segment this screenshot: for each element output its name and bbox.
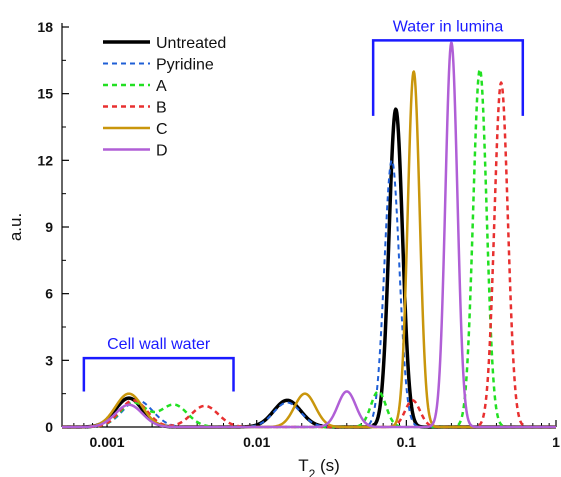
series-line-d [61,41,557,429]
series-line-untreated [60,107,558,429]
x-tick-label: 0.1 [397,434,417,450]
legend-label: C [156,121,168,138]
x-axis-label-subscript: 2 [309,467,316,477]
annotations: Cell wall water Water in lumina [82,18,525,392]
y-tick-label: 6 [45,286,53,302]
x-tick-label: 0.01 [243,434,270,450]
x-axis-label-unit: (s) [315,456,340,475]
annotation-bracket [371,39,525,116]
y-tick-label: 12 [37,152,53,168]
y-tick-label: 15 [37,86,53,102]
x-tick-label: 0.001 [90,434,125,450]
x-tick-label: 1 [552,434,560,450]
series-line-b [61,81,557,429]
y-tick-label: 3 [45,352,53,368]
y-tick-label: 9 [45,219,53,235]
series-line-a [61,68,557,429]
x-axis-label: T2 (s) [298,456,340,477]
y-tick-label: 18 [37,19,53,35]
plot-area [60,41,558,429]
legend-label: A [156,78,167,95]
x-axis-label-main: T [298,456,308,475]
y-axis-label: a.u. [6,213,25,241]
series-line-c [61,70,557,429]
legend-label: B [156,100,167,117]
y-tick-label: 0 [45,419,53,435]
legend-label: Untreated [156,35,226,52]
legend-label: Pyridine [156,57,214,74]
annotation-label: Water in lumina [393,18,504,35]
legend-label: D [156,143,168,160]
series-line-pyridine [61,159,557,428]
annotation-bracket [82,356,235,392]
annotation-label: Cell wall water [107,336,211,353]
